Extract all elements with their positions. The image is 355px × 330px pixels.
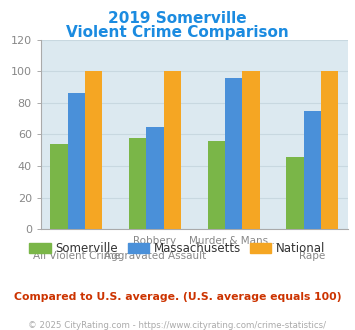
Bar <box>146 127 164 229</box>
Text: All Violent Crime: All Violent Crime <box>33 251 120 261</box>
Bar <box>164 71 181 229</box>
Bar <box>321 71 338 229</box>
Bar <box>304 111 321 229</box>
Bar <box>208 141 225 229</box>
Bar <box>286 157 304 229</box>
Text: Compared to U.S. average. (U.S. average equals 100): Compared to U.S. average. (U.S. average … <box>14 292 341 302</box>
Text: 2019 Somerville: 2019 Somerville <box>108 11 247 25</box>
Text: Violent Crime Comparison: Violent Crime Comparison <box>66 25 289 40</box>
Bar <box>67 93 85 229</box>
Text: Rape: Rape <box>299 251 326 261</box>
Bar <box>85 71 102 229</box>
Bar <box>50 144 67 229</box>
Text: Murder & Mans...: Murder & Mans... <box>189 236 278 246</box>
Text: © 2025 CityRating.com - https://www.cityrating.com/crime-statistics/: © 2025 CityRating.com - https://www.city… <box>28 321 327 330</box>
Bar <box>242 71 260 229</box>
Text: Aggravated Assault: Aggravated Assault <box>104 251 206 261</box>
Text: Robbery: Robbery <box>133 236 176 246</box>
Bar <box>129 138 146 229</box>
Bar <box>225 78 242 229</box>
Legend: Somerville, Massachusetts, National: Somerville, Massachusetts, National <box>25 237 330 260</box>
